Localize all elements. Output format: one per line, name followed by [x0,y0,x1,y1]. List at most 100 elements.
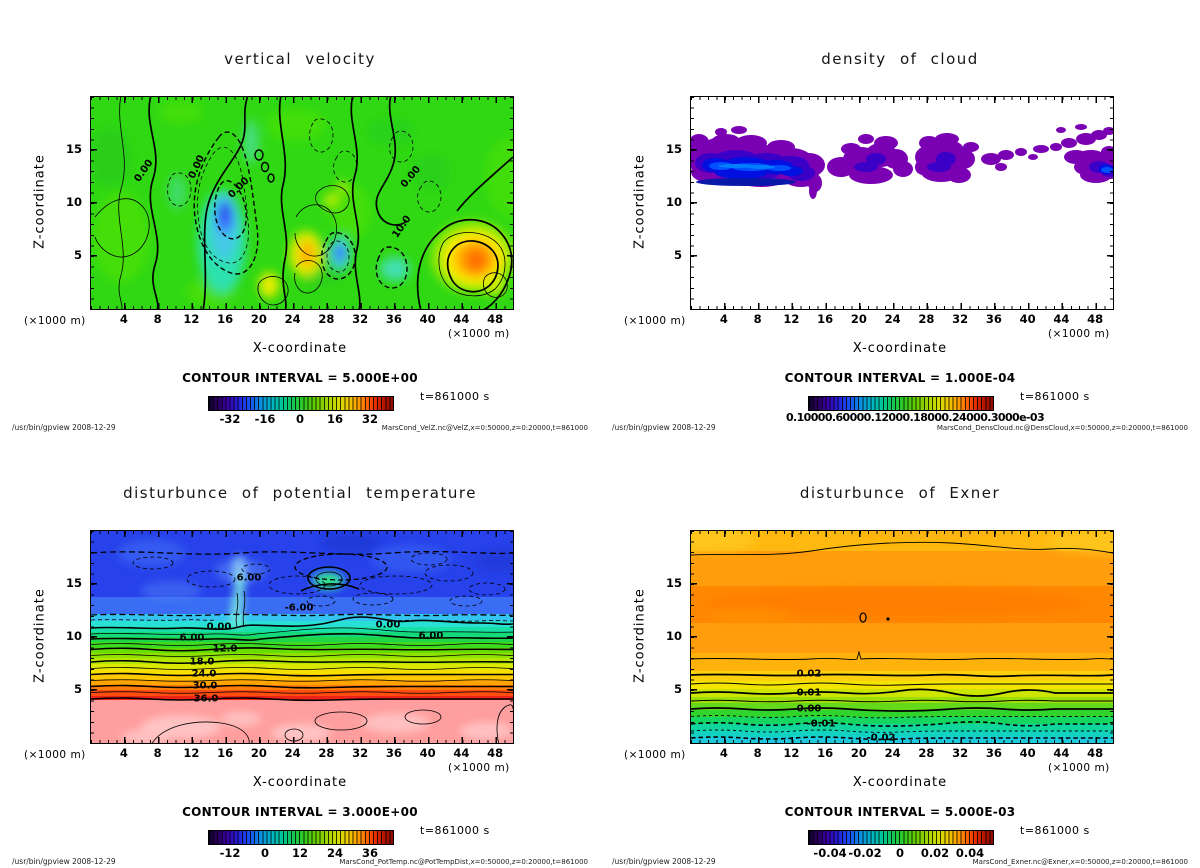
z-tick-label: 15 [65,575,82,590]
cloud-density-field [691,124,1113,199]
data-source: MarsCond_Exner.nc@Exner,x=0:50000,z=0:20… [972,858,1188,866]
x-axis-label: X-coordinate [252,775,348,790]
contour-label: 0.01 [796,687,822,699]
top-axis-major-ticks [123,97,498,103]
contour-label: -0.02 [866,732,896,744]
right-axis-major-ticks [507,149,513,258]
z-axis-major-ticks [91,583,97,692]
contour-label: 6.00 [418,630,444,642]
z-tick-labels: 15 10 5 [654,122,682,281]
tool-credit: /usr/bin/gpview 2008-12-29 [12,423,116,432]
x-tick-label: 20 [250,746,267,760]
x-axis-label: X-coordinate [852,775,948,790]
x-tick-label: 28 [318,746,335,760]
z-axis-label: Z-coordinate [632,154,648,249]
z-tick-label: 15 [65,141,82,156]
tool-credit: /usr/bin/gpview 2008-12-29 [612,423,716,432]
x-axis-major-ticks [723,303,1098,309]
x-axis-major-ticks [123,303,498,309]
x-tick-label: 24 [284,746,301,760]
x-tick-label: 36 [385,312,402,326]
top-axis-major-ticks [723,97,1098,103]
contour-label: 0.00 [375,619,401,631]
colorbar-tick-label: 0.04 [955,846,985,860]
x-unit-left: (×1000 m) [624,749,686,761]
right-axis-major-ticks [507,583,513,692]
panel-title: disturbunce of Exner [799,484,1001,502]
x-tick-label: 24 [884,746,901,760]
contour-label: 6.00 [179,632,205,644]
x-tick-label: 12 [783,312,800,326]
x-tick-label: 12 [183,312,200,326]
x-tick-label: 40 [1019,312,1036,326]
z-tick-label: 5 [673,247,682,262]
x-tick-label: 8 [753,312,762,326]
z-tick-label: 5 [73,247,82,262]
colorbar-tick-label: -32 [219,412,241,426]
x-unit-right: (×1000 m) [1048,328,1110,340]
colorbar-tick-labels-overlapping: 0.10000.60000.12000.18000.24000.3000e-03 [785,411,1045,424]
z-tick-label: 10 [665,194,682,209]
panel-title: density of cloud [821,50,979,68]
colorbar-tick-label: 12 [291,846,308,860]
x-axis-label: X-coordinate [252,341,348,356]
z-tick-labels: 15 10 5 [54,122,82,281]
x-tick-label: 28 [918,312,935,326]
x-tick-label: 48 [487,746,504,760]
z-axis-major-ticks [691,149,697,258]
panel-density-of-cloud: density of cloud Z-coordinate [600,0,1200,434]
contour-label: 6.00 [236,572,262,584]
data-source: MarsCond_DensCloud.nc@DensCloud,x=0:5000… [936,424,1188,432]
x-unit-right: (×1000 m) [448,762,510,774]
colorbar-tick-labels: -0.04 -0.02 0 0.02 0.04 [813,846,988,860]
x-tick-label: 36 [385,746,402,760]
colorbar-tick-label: -0.02 [848,846,882,860]
x-tick-label: 24 [884,312,901,326]
x-tick-label: 16 [817,312,834,326]
colorbar-tick-label: 32 [361,412,378,426]
x-unit-left: (×1000 m) [24,315,86,327]
x-tick-label: 20 [250,312,267,326]
x-unit-right: (×1000 m) [448,328,510,340]
x-tick-label: 32 [952,746,969,760]
x-unit-right: (×1000 m) [1048,762,1110,774]
x-tick-label: 44 [453,312,470,326]
z-axis-label: Z-coordinate [632,588,648,683]
contour-interval-text: CONTOUR INTERVAL = 5.000E+00 [182,371,418,385]
panel-potential-temperature: disturbunce of potential temperature Z-c… [0,434,600,868]
x-tick-label: 20 [850,746,867,760]
contour-label: -0.01 [806,718,836,730]
tool-credit: /usr/bin/gpview 2008-12-29 [12,857,116,866]
x-tick-label: 28 [918,746,935,760]
x-tick-label: 40 [419,746,436,760]
x-tick-label: 48 [487,312,504,326]
contour-label: 0.00 [206,621,232,633]
colorbar-tick-label: 0 [260,846,269,860]
panel-title: vertical velocity [224,50,376,68]
contour-interval-text: CONTOUR INTERVAL = 3.000E+00 [182,805,418,819]
z-tick-labels: 15 10 5 [54,556,82,715]
vertical-velocity-plot: 0.00 0.00 0.00 0.00 10.0 [90,96,514,310]
z-tick-label: 5 [73,681,82,696]
x-tick-label: 40 [1019,746,1036,760]
colorbar-tick-label: -16 [254,412,276,426]
time-label: t=861000 s [420,390,490,403]
time-label: t=861000 s [1020,824,1090,837]
z-axis-label: Z-coordinate [32,154,48,249]
contour-label: -6.00 [284,602,314,614]
x-tick-label: 44 [1053,746,1070,760]
time-label: t=861000 s [1020,390,1090,403]
x-tick-label: 8 [153,746,162,760]
x-tick-label: 4 [719,312,728,326]
colorbar-tick-label: -12 [219,846,241,860]
x-tick-labels: 4 8 12 16 20 24 28 32 36 40 44 48 [707,746,1112,760]
contour-label: 24.0 [191,668,217,680]
x-tick-label: 8 [753,746,762,760]
density-of-cloud-plot [690,96,1114,310]
x-tick-label: 36 [985,746,1002,760]
colorbar-tick-label: 0.02 [920,846,950,860]
colorbar-tick-labels: -12 0 12 24 36 [213,846,388,860]
colorbar-tick-label: 24 [326,846,343,860]
vertical-velocity-contour-field [91,97,513,309]
